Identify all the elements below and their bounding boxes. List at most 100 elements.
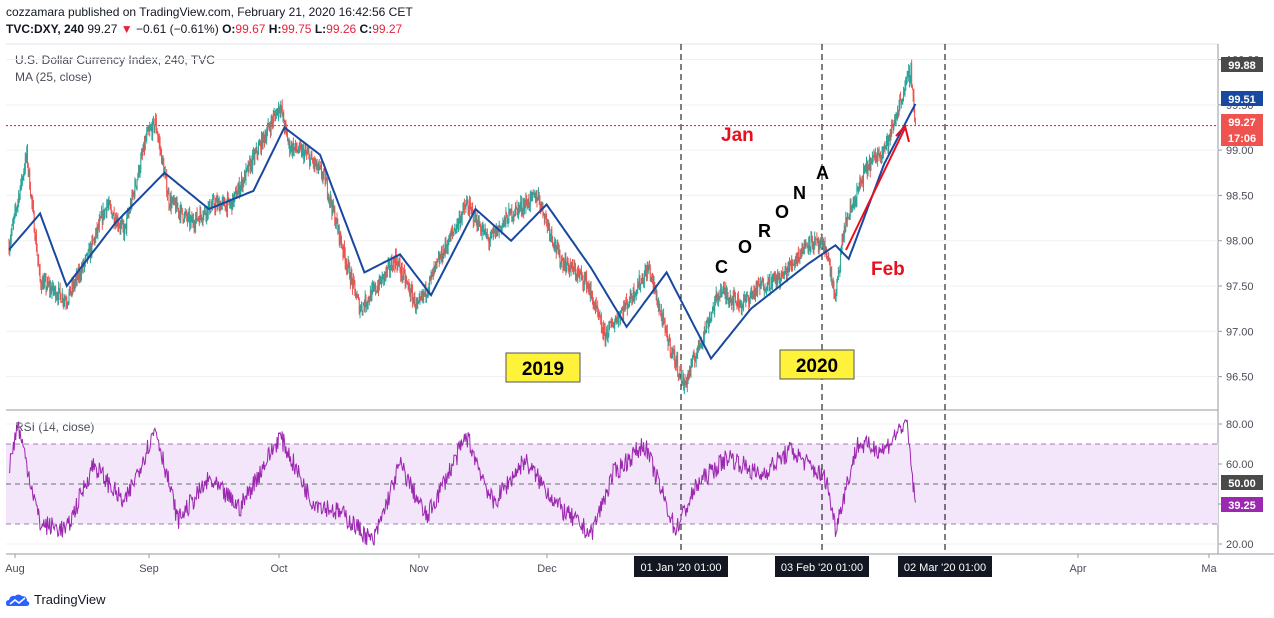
candle-body	[352, 279, 354, 288]
time-axis[interactable]: Aug Sep Oct Nov Dec Apr Ma 01 Jan '20 01:00 03 F…	[5, 554, 1218, 577]
candle-body	[740, 300, 742, 309]
candle-body	[820, 239, 821, 249]
candle-body	[140, 158, 142, 170]
candle-body	[321, 167, 322, 176]
trend-arrow	[845, 123, 910, 251]
candle-body	[268, 123, 270, 128]
candle-body	[61, 295, 63, 302]
candle-body	[305, 149, 307, 153]
candle-body	[195, 218, 197, 227]
candle-body	[218, 200, 220, 212]
candle-body	[187, 217, 188, 221]
candle-body	[826, 250, 827, 257]
candle-body	[241, 178, 243, 189]
candle-body	[167, 192, 169, 195]
candle-body	[906, 74, 908, 79]
candle-body	[291, 144, 293, 153]
candle-body	[783, 272, 785, 279]
candle-body	[852, 205, 853, 208]
candle-body	[420, 297, 422, 298]
candle-body	[544, 216, 546, 222]
candle-body	[402, 277, 404, 278]
candle-body	[40, 280, 42, 287]
candle-body	[485, 229, 487, 237]
candle-body	[763, 288, 765, 291]
candle-body	[284, 123, 286, 130]
candle-body	[335, 223, 336, 225]
candle-body	[529, 205, 530, 207]
candle-body	[603, 326, 605, 337]
candle-body	[526, 199, 528, 204]
candle-body	[558, 247, 559, 255]
candle-body	[166, 176, 168, 194]
candle-body	[432, 272, 433, 277]
candle-body	[572, 267, 574, 274]
candle-body	[650, 277, 652, 279]
candle-body	[92, 239, 94, 241]
candle-body	[472, 210, 474, 222]
candle-body	[891, 126, 893, 135]
candle-body	[757, 282, 759, 284]
candle-body	[299, 143, 301, 146]
candle-body	[438, 257, 439, 260]
candle-body	[200, 210, 202, 216]
candle-body	[698, 340, 700, 344]
candle-body	[235, 190, 236, 192]
candle-body	[43, 281, 45, 290]
candle-body	[860, 180, 861, 184]
candle-body	[212, 199, 214, 206]
candle-body	[719, 296, 721, 298]
candle-body	[104, 209, 105, 218]
candle-body	[902, 98, 904, 101]
candle-body	[484, 229, 485, 235]
candle-body	[331, 204, 333, 213]
candle-body	[629, 291, 631, 303]
candle-body	[907, 74, 909, 76]
candle-body	[93, 239, 94, 241]
candle-body	[834, 295, 836, 297]
candle-body	[814, 238, 816, 248]
candle-body	[704, 327, 706, 332]
candle-body	[495, 229, 496, 236]
candle-body	[848, 217, 850, 219]
candle-body	[633, 288, 635, 299]
candle-body	[469, 202, 471, 206]
candle-body	[67, 301, 69, 304]
candle-body	[914, 121, 916, 124]
candle-body	[425, 285, 427, 297]
candle-body	[375, 284, 376, 292]
candle-body	[412, 299, 414, 303]
candle-body	[555, 248, 557, 252]
candle-body	[861, 180, 863, 182]
candle-body	[563, 263, 565, 270]
candle-body	[473, 221, 475, 223]
candle-body	[118, 226, 119, 228]
candle-body	[70, 291, 72, 295]
candle-body	[866, 161, 867, 171]
tradingview-logo[interactable]: TradingView	[6, 592, 106, 607]
candle-body	[563, 263, 565, 268]
candle-body	[338, 225, 339, 232]
candle-body	[375, 290, 377, 292]
candle-body	[16, 206, 18, 210]
candle-body	[298, 151, 299, 153]
candle-body	[388, 262, 390, 264]
candle-body	[270, 119, 272, 132]
candle-body	[242, 179, 244, 189]
candle-body	[739, 303, 741, 308]
candle-body	[743, 296, 745, 301]
candle-body	[175, 200, 177, 212]
candle-body	[423, 292, 425, 297]
candle-body	[24, 156, 26, 170]
candle-body	[73, 281, 75, 287]
candle-body	[675, 360, 677, 365]
candle-body	[556, 243, 558, 252]
candle-body	[410, 287, 412, 297]
candle-body	[492, 231, 493, 234]
candle-body	[508, 209, 510, 224]
candle-body	[194, 226, 196, 228]
candle-body	[658, 303, 659, 306]
candle-body	[514, 214, 516, 216]
candle-body	[155, 118, 157, 131]
